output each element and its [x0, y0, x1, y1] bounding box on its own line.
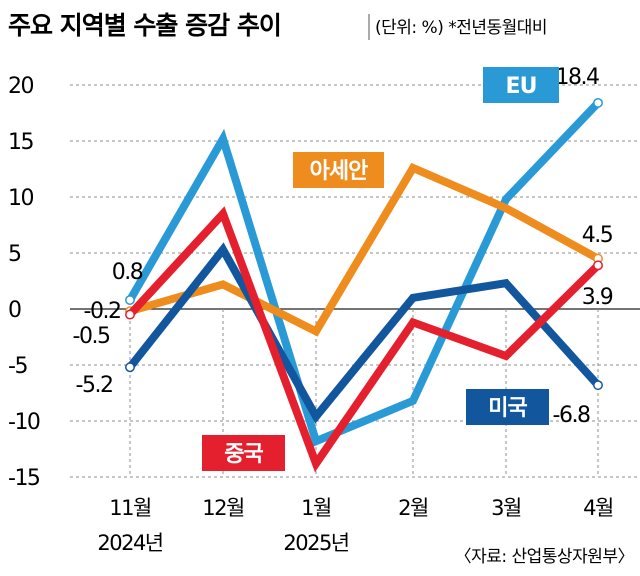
endpoint-marker-중국	[593, 260, 603, 271]
legend-badge-label-EU: EU	[506, 74, 537, 99]
data-labels: 0.8 -0.2-0.5 -5.2 18.4 4.5 3.9 -6.8	[73, 65, 615, 428]
x-year-label: 2024년	[97, 531, 162, 555]
start-value-label-아세안: -0.2	[84, 299, 121, 324]
x-tick-label: 12월	[202, 496, 244, 520]
y-axis-labels: 20 15 10 5 0 -5 -10 -15	[8, 74, 41, 491]
y-tick-label: -10	[8, 410, 40, 435]
end-value-label-EU: 18.4	[556, 65, 599, 90]
series-lines	[125, 97, 603, 473]
source-note: 〈자료: 산업통상자원부〉	[455, 547, 634, 567]
series-line-아세안	[128, 162, 600, 337]
series-line-미국	[126, 242, 601, 424]
end-value-label-아세안: 4.5	[582, 223, 613, 248]
y-tick-label: 15	[8, 130, 33, 155]
start-value-label-미국: -5.2	[76, 373, 113, 398]
y-tick-label: 5	[8, 242, 21, 267]
y-tick-label: 10	[8, 186, 33, 211]
x-axis-labels: 11월 2024년 12월 1월 2025년 2월 3월 4월	[97, 496, 614, 555]
x-tick-label: 3월	[491, 496, 521, 520]
y-tick-label: 0	[8, 298, 21, 323]
end-value-label-중국: 3.9	[582, 285, 613, 310]
x-tick-label: 1월	[301, 496, 331, 520]
chart-subtitle: (단위: %) *전년동월대비	[375, 18, 547, 38]
legend-badge-아세안	[293, 152, 384, 188]
series-line-EU	[126, 100, 601, 447]
endpoint-marker-EU	[593, 97, 603, 108]
legend-badge-EU	[483, 67, 559, 103]
start-value-label-중국: -0.5	[73, 324, 110, 349]
y-tick-label: 20	[8, 74, 33, 99]
legend-badge-중국	[202, 435, 285, 471]
legend-badge-label-미국: 미국	[488, 396, 527, 421]
legend-badge-label-아세안: 아세안	[310, 159, 368, 184]
x-tick-label: 2월	[398, 496, 428, 520]
y-tick-label: -5	[8, 354, 27, 379]
legend-badge-미국	[466, 389, 549, 425]
x-tick-label: 4월	[583, 496, 613, 520]
end-value-label-미국: -6.8	[553, 403, 590, 428]
endpoint-marker-EU	[125, 295, 135, 305]
endpoint-marker-미국	[125, 362, 135, 373]
y-tick-label: -15	[8, 466, 40, 491]
series-line-중국	[127, 206, 601, 473]
legend-badge-label-중국: 중국	[224, 442, 263, 467]
start-value-label-EU: 0.8	[112, 260, 143, 285]
endpoint-marker-중국	[125, 309, 135, 320]
x-year-label: 2025년	[283, 531, 348, 555]
chart-title: 주요 지역별 수출 증감 추이	[8, 11, 281, 40]
endpoint-marker-미국	[593, 380, 603, 391]
x-tick-label: 11월	[109, 496, 151, 520]
